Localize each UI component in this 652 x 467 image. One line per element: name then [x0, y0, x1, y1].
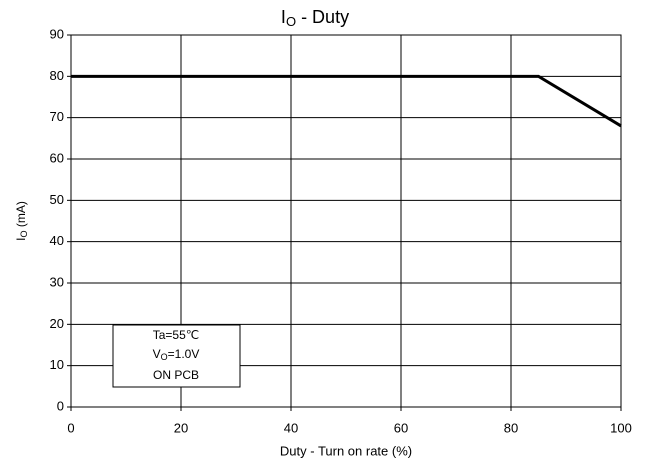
y-tick-label: 70 — [50, 109, 64, 124]
y-tick-label: 40 — [50, 233, 64, 248]
x-tick-label: 100 — [610, 420, 632, 435]
y-tick-label: 80 — [50, 68, 64, 83]
title-subscript: O — [286, 14, 296, 29]
label-subscript: O — [19, 230, 29, 237]
title-part: I — [281, 7, 286, 27]
y-tick-label: 30 — [50, 274, 64, 289]
x-tick-label: 20 — [174, 420, 188, 435]
label-part: (mA) — [14, 201, 28, 230]
annotation-subscript: O — [161, 352, 168, 362]
annotation-box — [112, 324, 241, 388]
chart-title: IO - Duty — [281, 7, 349, 30]
annotation-text: Ta=55℃ — [153, 328, 200, 342]
y-tick-label: 20 — [50, 316, 64, 331]
title-part: - Duty — [296, 7, 349, 27]
annotation-line: ON PCB — [153, 368, 199, 382]
y-tick-label: 0 — [57, 398, 64, 413]
x-axis-label: Duty - Turn on rate (%) — [280, 443, 412, 458]
x-tick-label: 60 — [394, 420, 408, 435]
annotation-text: ON PCB — [153, 368, 199, 382]
x-tick-label: 80 — [504, 420, 518, 435]
x-tick-label: 0 — [67, 420, 74, 435]
y-axis-label: IO (mA) — [14, 201, 29, 241]
y-tick-label: 90 — [50, 26, 64, 41]
annotation-line: VO=1.0V — [153, 347, 200, 362]
label-part: I — [14, 238, 28, 241]
annotation-line: Ta=55℃ — [153, 328, 200, 342]
data-line — [71, 74, 622, 128]
annotation-text: =1.0V — [168, 347, 200, 361]
annotation: Ta=55℃ VO=1.0V ON PCB — [112, 324, 241, 388]
y-tick-label: 10 — [50, 357, 64, 372]
y-tick-label: 60 — [50, 150, 64, 165]
y-tick-label: 50 — [50, 192, 64, 207]
x-tick-label: 40 — [284, 420, 298, 435]
annotation-text: V — [153, 347, 161, 361]
